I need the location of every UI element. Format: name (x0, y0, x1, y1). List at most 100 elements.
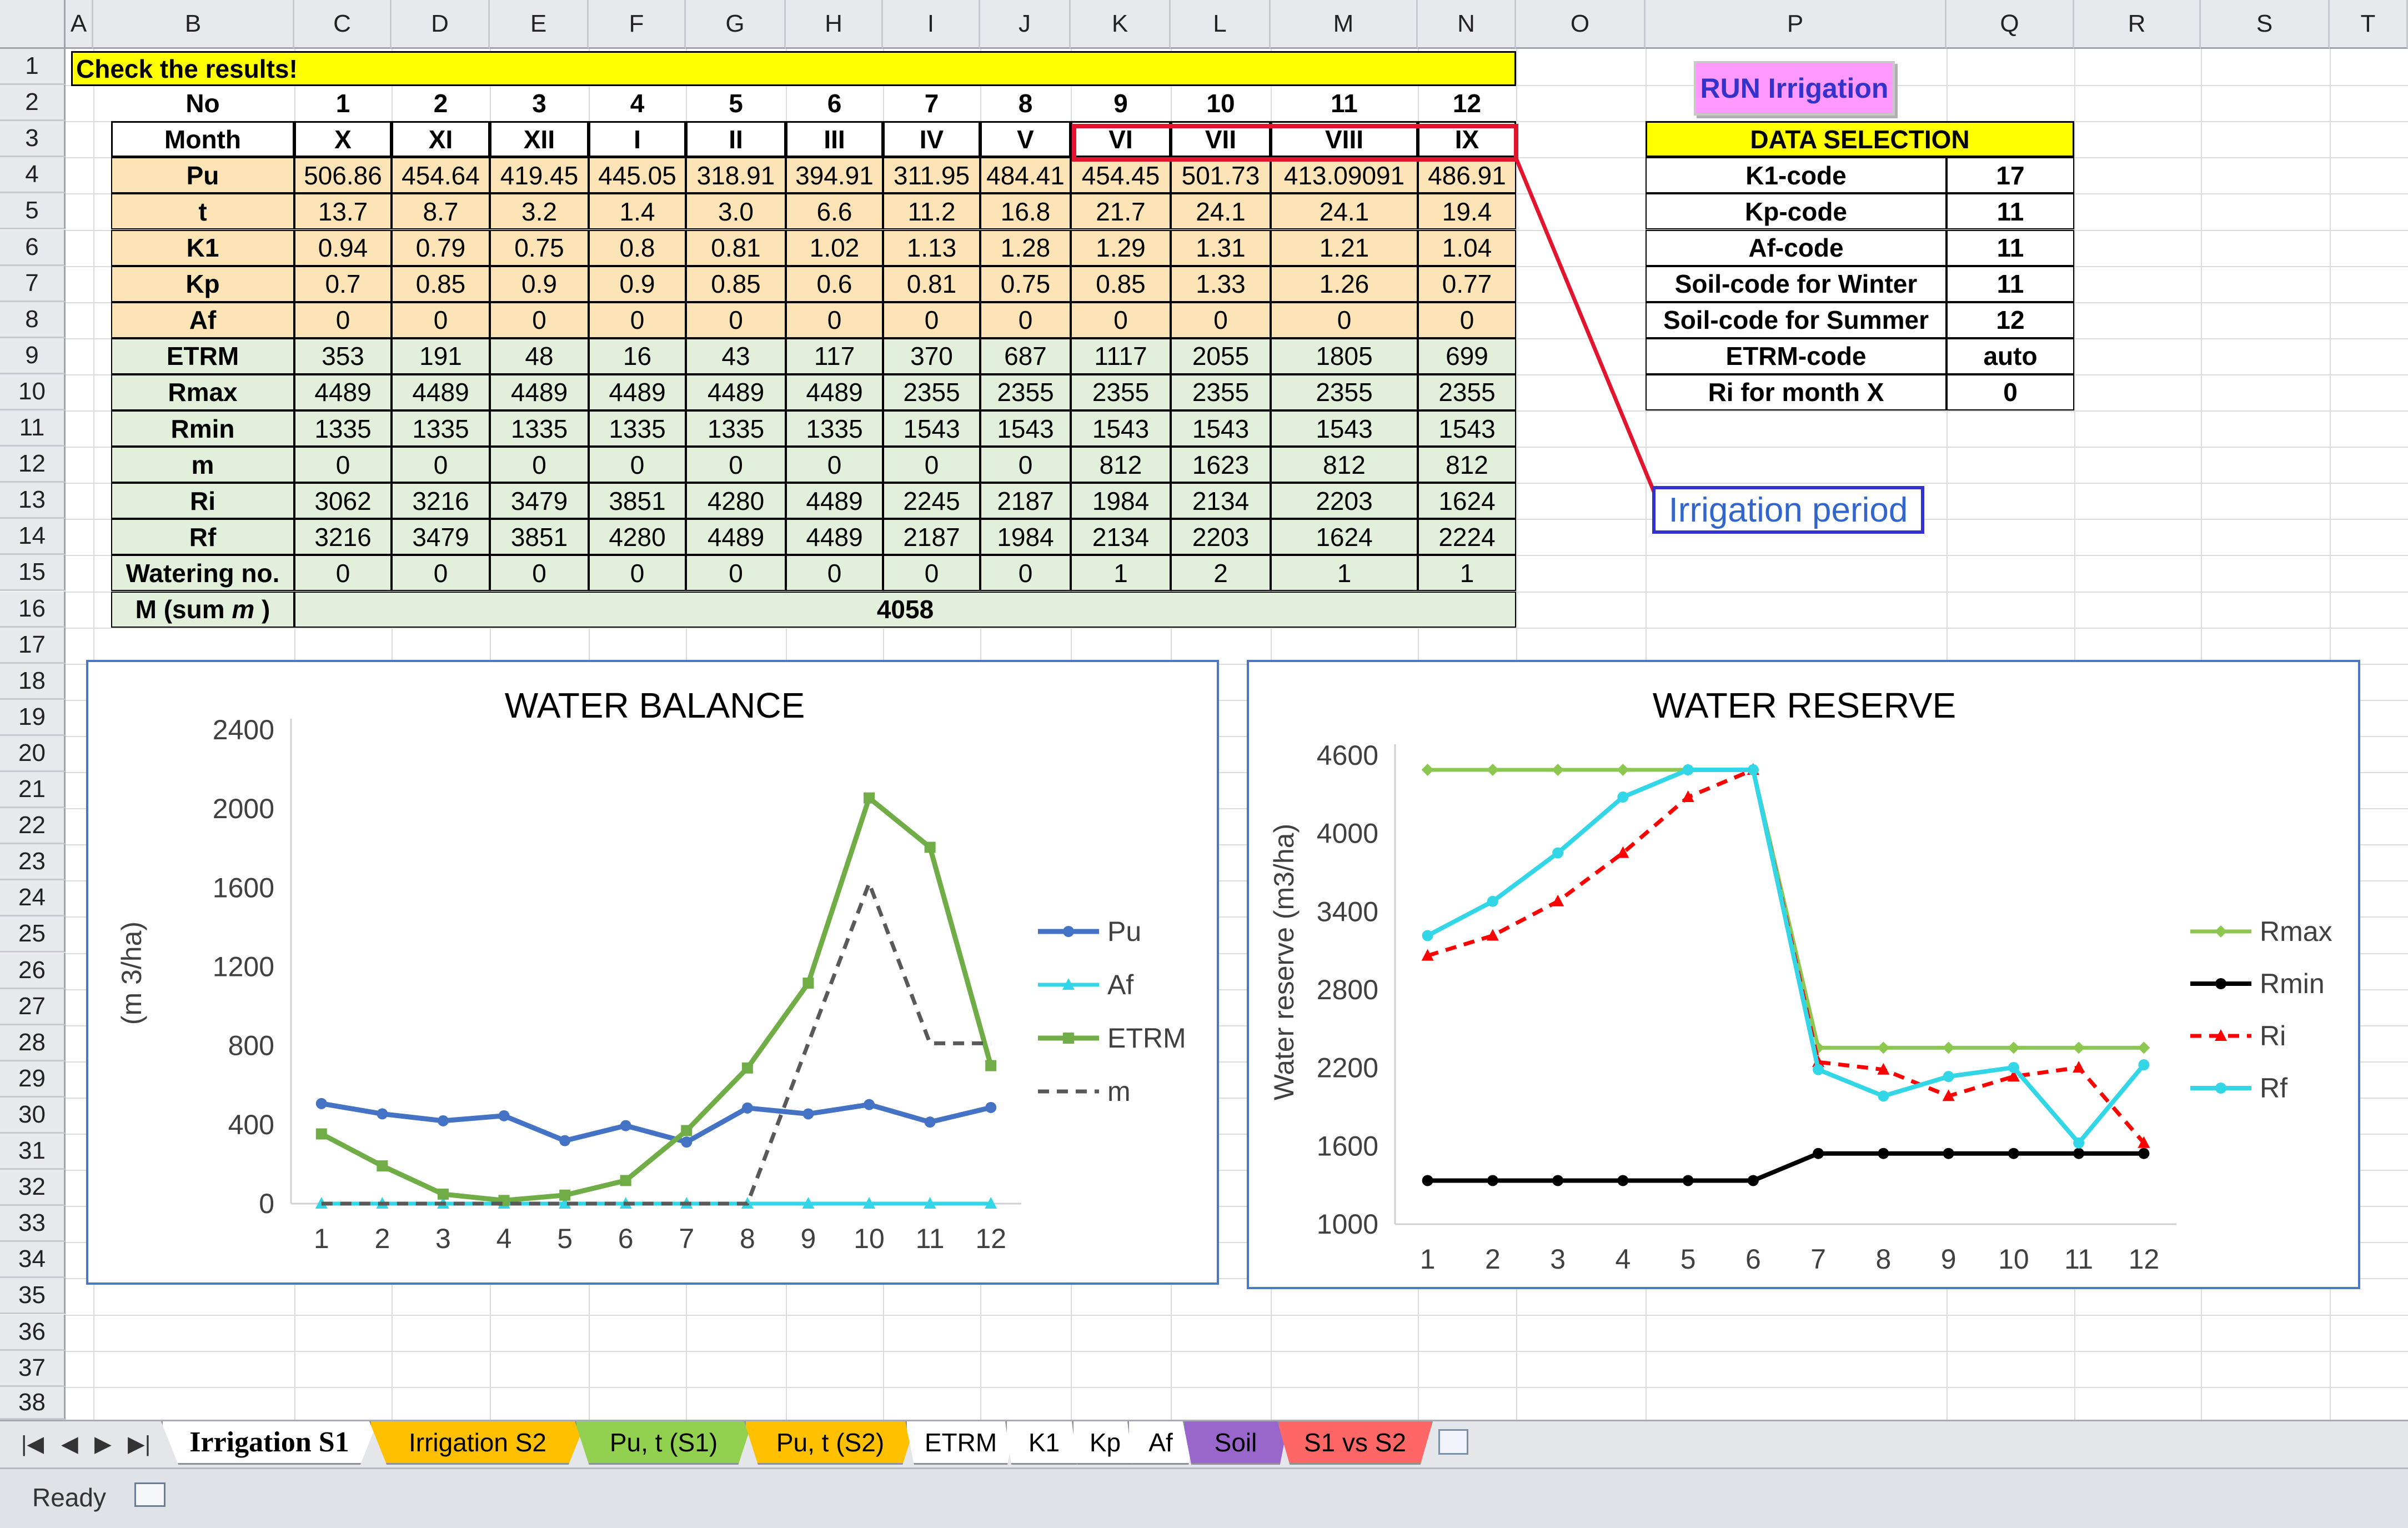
param-value[interactable]: 1.26 (1271, 265, 1418, 302)
column-header[interactable]: M (1271, 0, 1418, 49)
result-value[interactable]: 3851 (589, 483, 686, 519)
month-value[interactable]: X (294, 121, 392, 158)
row-header[interactable]: 21 (0, 772, 66, 809)
result-value[interactable]: 2245 (883, 483, 980, 519)
column-header[interactable]: L (1171, 0, 1271, 49)
row-header[interactable]: 27 (0, 989, 66, 1025)
result-value[interactable]: 3479 (490, 483, 589, 519)
param-value[interactable]: 1.21 (1271, 229, 1418, 266)
column-header[interactable]: E (490, 0, 589, 49)
result-value[interactable]: 3851 (490, 519, 589, 555)
row-header[interactable]: 13 (0, 483, 66, 519)
row-header[interactable]: 11 (0, 410, 66, 447)
sheet-tab[interactable]: ETRM (905, 1421, 1016, 1465)
row-header[interactable]: 10 (0, 374, 66, 410)
last-sheet-icon[interactable]: ▶| (128, 1432, 151, 1456)
msum-value[interactable]: 4058 (294, 591, 1516, 628)
param-value[interactable]: 3.2 (490, 193, 589, 230)
row-header[interactable]: 25 (0, 916, 66, 953)
param-value[interactable]: 394.91 (786, 157, 883, 194)
row-header[interactable]: 18 (0, 663, 66, 700)
param-value[interactable]: 0.77 (1418, 265, 1516, 302)
result-label[interactable]: ETRM (111, 338, 294, 374)
param-value[interactable]: 0.75 (980, 265, 1071, 302)
no-value[interactable]: 3 (532, 88, 546, 118)
result-value[interactable]: 0 (883, 447, 980, 483)
column-header[interactable]: C (294, 0, 392, 49)
row-header[interactable]: 2 (0, 85, 66, 122)
result-label[interactable]: Rmax (111, 374, 294, 410)
no-value[interactable]: 12 (1452, 88, 1482, 118)
column-header[interactable]: H (786, 0, 883, 49)
param-value[interactable]: 0 (1071, 302, 1171, 338)
row-header[interactable]: 6 (0, 229, 66, 266)
param-value[interactable]: 0.85 (1071, 265, 1171, 302)
result-label[interactable]: Ri (111, 483, 294, 519)
param-value[interactable]: 0 (1271, 302, 1418, 338)
row-header[interactable]: 8 (0, 302, 66, 338)
result-value[interactable]: 191 (392, 338, 490, 374)
month-value[interactable]: IV (883, 121, 980, 158)
result-value[interactable]: 812 (1418, 447, 1516, 483)
column-header[interactable]: A (66, 0, 93, 49)
param-value[interactable]: 0 (490, 302, 589, 338)
data-selection-value[interactable]: 12 (1947, 302, 2074, 338)
result-value[interactable]: 1543 (1271, 410, 1418, 447)
result-value[interactable]: 0 (589, 555, 686, 592)
month-value[interactable]: III (786, 121, 883, 158)
param-value[interactable]: 0 (1171, 302, 1271, 338)
result-value[interactable]: 1805 (1271, 338, 1418, 374)
result-value[interactable]: 2 (1171, 555, 1271, 592)
next-sheet-icon[interactable]: ▶ (94, 1432, 112, 1456)
param-value[interactable]: 0.81 (686, 229, 786, 266)
result-value[interactable]: 2355 (980, 374, 1071, 410)
row-header[interactable]: 15 (0, 555, 66, 592)
param-label[interactable]: Kp (111, 265, 294, 302)
result-value[interactable]: 4489 (786, 483, 883, 519)
param-value[interactable]: 0.8 (589, 229, 686, 266)
result-value[interactable]: 812 (1271, 447, 1418, 483)
month-label[interactable]: Month (111, 121, 294, 158)
param-value[interactable]: 1.02 (786, 229, 883, 266)
data-selection-value[interactable]: 11 (1947, 265, 2074, 302)
row-header[interactable]: 3 (0, 121, 66, 158)
param-value[interactable]: 0.94 (294, 229, 392, 266)
macro-record-icon[interactable] (134, 1482, 165, 1507)
param-value[interactable]: 501.73 (1171, 157, 1271, 194)
water-balance-chart[interactable]: WATER BALANCE 0 400 800 1200 1600 2000 2400 1 2 3 4… (86, 660, 1219, 1285)
result-value[interactable]: 0 (786, 555, 883, 592)
result-value[interactable]: 1984 (1071, 483, 1171, 519)
result-value[interactable]: 2134 (1171, 483, 1271, 519)
result-value[interactable]: 687 (980, 338, 1071, 374)
param-value[interactable]: 0.7 (294, 265, 392, 302)
param-value[interactable]: 445.05 (589, 157, 686, 194)
result-value[interactable]: 1335 (589, 410, 686, 447)
result-value[interactable]: 0 (786, 447, 883, 483)
result-value[interactable]: 4489 (294, 374, 392, 410)
result-value[interactable]: 1543 (980, 410, 1071, 447)
result-value[interactable]: 4489 (786, 519, 883, 555)
column-header[interactable]: B (93, 0, 294, 49)
data-selection-label[interactable]: Soil-code for Summer (1646, 302, 1947, 338)
column-header[interactable]: I (883, 0, 980, 49)
column-header[interactable]: J (980, 0, 1071, 49)
row-header[interactable]: 37 (0, 1350, 66, 1387)
param-value[interactable]: 3.0 (686, 193, 786, 230)
result-value[interactable]: 0 (392, 555, 490, 592)
select-all-corner[interactable] (0, 0, 66, 49)
result-value[interactable]: 4489 (392, 374, 490, 410)
sheet-tab[interactable]: Irrigation S2 (369, 1421, 586, 1465)
param-value[interactable]: 1.04 (1418, 229, 1516, 266)
result-value[interactable]: 0 (589, 447, 686, 483)
data-selection-label[interactable]: K1-code (1646, 157, 1947, 194)
param-value[interactable]: 0 (686, 302, 786, 338)
banner-cell[interactable]: Check the results! (71, 51, 1516, 86)
no-value[interactable]: 6 (827, 88, 842, 118)
param-value[interactable]: 21.7 (1071, 193, 1171, 230)
result-value[interactable]: 1624 (1271, 519, 1418, 555)
result-value[interactable]: 48 (490, 338, 589, 374)
result-value[interactable]: 699 (1418, 338, 1516, 374)
param-value[interactable]: 0 (589, 302, 686, 338)
param-label[interactable]: K1 (111, 229, 294, 266)
param-value[interactable]: 484.41 (980, 157, 1071, 194)
